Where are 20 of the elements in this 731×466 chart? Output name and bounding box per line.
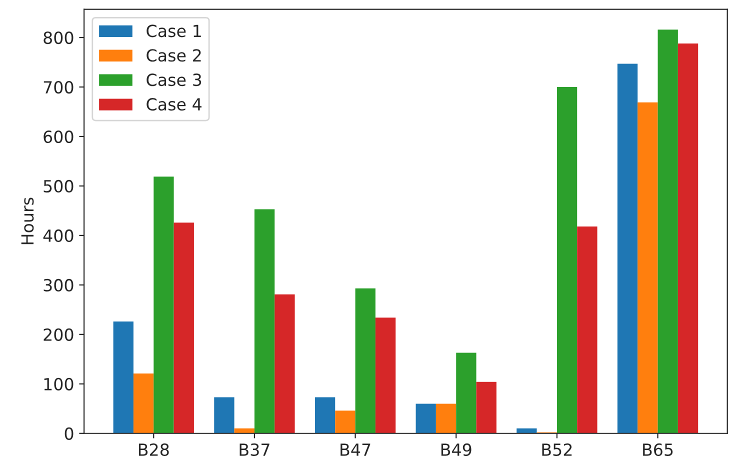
y-tick-label: 400 xyxy=(43,229,74,242)
y-tick-label: 800 xyxy=(44,31,74,44)
y-tick-label: 600 xyxy=(44,130,74,144)
x-tick-label: B65 xyxy=(643,443,673,456)
y-tick-label: 100 xyxy=(44,378,74,390)
x-tick-label: B28 xyxy=(138,443,169,456)
x-tick-label: B37 xyxy=(240,443,270,456)
y-axis-title: Hours xyxy=(21,198,34,244)
y-tick-label: 200 xyxy=(44,328,74,341)
x-tick-label: B49 xyxy=(441,443,472,456)
x-tick-label: B47 xyxy=(340,444,370,456)
y-tick-label: 500 xyxy=(44,180,74,193)
y-tick-label: 0 xyxy=(64,427,74,440)
legend-label: Case 4 xyxy=(146,98,202,111)
legend-label: Case 2 xyxy=(146,49,201,62)
legend-label: Case 1 xyxy=(146,24,201,38)
legend-label: Case 3 xyxy=(146,74,202,86)
x-tick-label: B52 xyxy=(542,443,572,456)
y-tick-label: 700 xyxy=(44,80,74,94)
y-tick-label: 300 xyxy=(44,278,74,292)
